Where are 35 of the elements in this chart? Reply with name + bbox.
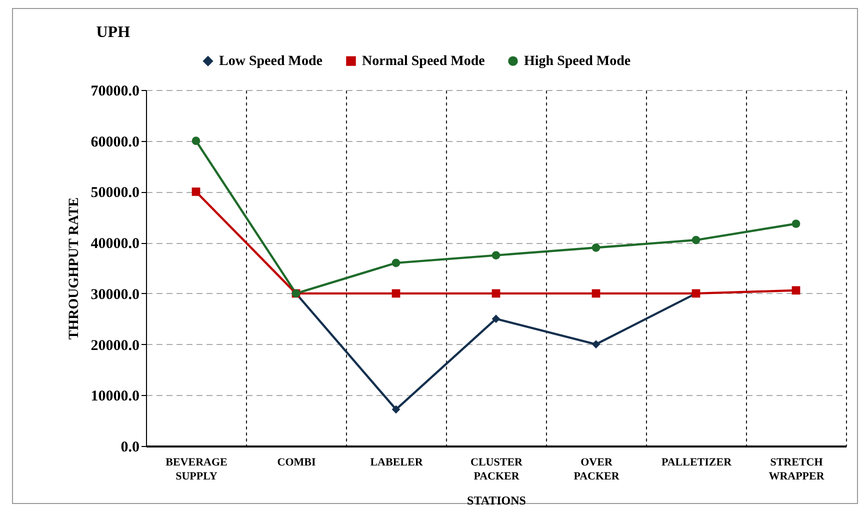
- point: [392, 405, 400, 414]
- point: [592, 289, 600, 298]
- y-tick-label: 10000.0: [90, 388, 140, 405]
- point: [492, 289, 500, 298]
- legend-label: High Speed Mode: [524, 54, 631, 70]
- y-tick-label: 20000.0: [90, 338, 140, 354]
- x-tick-label: COMBI: [277, 456, 316, 468]
- y-tick-label: 70000.0: [90, 84, 140, 100]
- legend-label: Low Speed Mode: [219, 54, 322, 70]
- legend-label: Normal Speed Mode: [362, 54, 485, 70]
- y-tick-label: 60000.0: [90, 134, 140, 150]
- y-tick-label: 50000.0: [90, 185, 140, 202]
- x-tick-label: OVER PACKER: [574, 456, 620, 482]
- point: [492, 251, 500, 260]
- y-tick-label: 0.0: [120, 440, 140, 456]
- point: [792, 286, 800, 295]
- x-tick-label: LABELER: [370, 456, 424, 468]
- x-tick-label: PALLETIZER: [661, 456, 733, 468]
- x-axis-title: STATIONS: [467, 494, 526, 508]
- point: [692, 236, 700, 244]
- point: [592, 340, 600, 348]
- point: [392, 258, 400, 268]
- point: [392, 289, 400, 298]
- point: [192, 136, 200, 146]
- point: [492, 314, 500, 324]
- point: [792, 220, 800, 228]
- x-tick-label: BEVERAGE SUPPLY: [166, 456, 228, 482]
- y-axis-title: THROUGHPUT RATE: [66, 197, 82, 340]
- point: [192, 188, 200, 196]
- x-tick-label: STRETCH WRAPPER: [768, 456, 826, 482]
- y-tick-label: 40000.0: [90, 236, 140, 252]
- y-tick-label: 30000.0: [90, 286, 140, 303]
- x-tick-label: CLUSTER PACKER: [470, 456, 524, 482]
- point: [592, 243, 600, 252]
- chart-title: UPH: [96, 24, 131, 41]
